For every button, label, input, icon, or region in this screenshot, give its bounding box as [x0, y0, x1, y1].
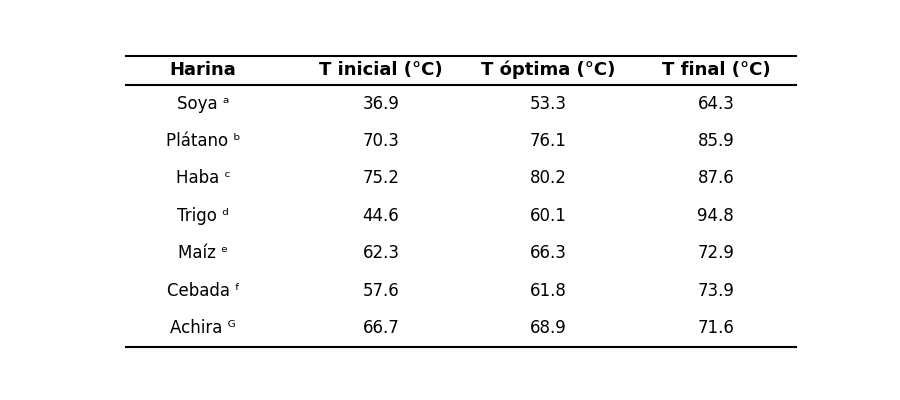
Text: 87.6: 87.6	[698, 170, 734, 188]
Text: Plátano ᵇ: Plátano ᵇ	[166, 132, 240, 150]
Text: 73.9: 73.9	[698, 282, 734, 300]
Text: Harina: Harina	[170, 61, 237, 79]
Text: 64.3: 64.3	[698, 95, 734, 113]
Text: 80.2: 80.2	[530, 170, 567, 188]
Text: 57.6: 57.6	[363, 282, 400, 300]
Text: Trigo ᵈ: Trigo ᵈ	[177, 207, 230, 225]
Text: 66.7: 66.7	[363, 319, 400, 337]
Text: 62.3: 62.3	[363, 244, 400, 262]
Text: 68.9: 68.9	[530, 319, 567, 337]
Text: 75.2: 75.2	[363, 170, 400, 188]
Text: 66.3: 66.3	[530, 244, 567, 262]
Text: 70.3: 70.3	[363, 132, 400, 150]
Text: 72.9: 72.9	[698, 244, 734, 262]
Text: Achira ᴳ: Achira ᴳ	[170, 319, 236, 337]
Text: Haba ᶜ: Haba ᶜ	[176, 170, 230, 188]
Text: 71.6: 71.6	[698, 319, 734, 337]
Text: 76.1: 76.1	[530, 132, 567, 150]
Text: T óptima (°C): T óptima (°C)	[482, 61, 616, 80]
Text: 94.8: 94.8	[698, 207, 734, 225]
Text: 85.9: 85.9	[698, 132, 734, 150]
Text: T final (°C): T final (°C)	[662, 61, 770, 79]
Text: Soya ᵃ: Soya ᵃ	[177, 95, 230, 113]
Text: 60.1: 60.1	[530, 207, 567, 225]
Text: T inicial (°C): T inicial (°C)	[320, 61, 443, 79]
Text: 44.6: 44.6	[363, 207, 400, 225]
Text: 61.8: 61.8	[530, 282, 567, 300]
Text: 53.3: 53.3	[530, 95, 567, 113]
Text: Cebada ᶠ: Cebada ᶠ	[166, 282, 239, 300]
Text: Maíz ᵉ: Maíz ᵉ	[178, 244, 229, 262]
Text: 36.9: 36.9	[363, 95, 400, 113]
